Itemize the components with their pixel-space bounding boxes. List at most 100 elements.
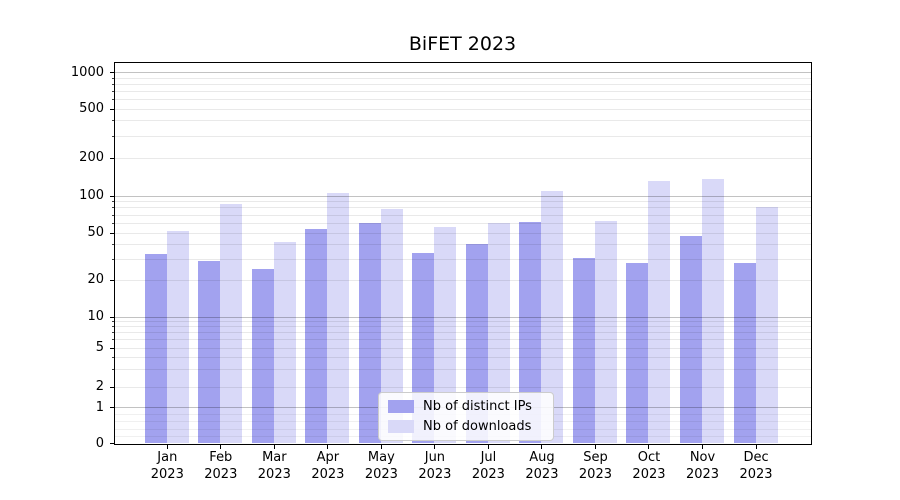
y-tick-minor-50: [112, 232, 115, 234]
y-tick-minor-9: [112, 321, 115, 323]
y-tick-label-1000: 1000: [70, 64, 104, 80]
legend: Nb of distinct IPs Nb of downloads: [378, 392, 554, 441]
x-tick-label-feb: Feb 2023: [204, 450, 238, 482]
y-tick-100: [110, 195, 115, 197]
x-tick-label-sep: Sep 2023: [578, 450, 612, 482]
gridline-y-major-1000: [114, 72, 811, 73]
y-tick-label-100: 100: [79, 188, 104, 203]
x-tick-label-oct: Oct 2023: [632, 450, 666, 482]
y-tick-label-10: 10: [87, 309, 104, 324]
x-tick-label-jan: Jan 2023: [150, 450, 184, 482]
legend-item-downloads: Nb of downloads: [388, 419, 544, 434]
x-tick-label-nov: Nov 2023: [685, 450, 720, 482]
bar-distinct-ips-apr: [305, 228, 328, 444]
x-tick-sep: [594, 444, 596, 449]
gridline-y-300: [114, 135, 811, 137]
y-tick-minor-7: [112, 332, 115, 334]
x-tick-label-aug: Aug 2023: [525, 450, 559, 482]
gridline-y-700: [114, 90, 811, 92]
gridline-y-500: [114, 108, 811, 110]
bar-downloads-nov: [702, 179, 724, 444]
legend-swatch-distinct-ips: [388, 400, 414, 413]
y-tick-minor-600: [112, 98, 115, 100]
y-tick-minor-20: [112, 279, 115, 281]
bar-distinct-ips-aug: [519, 222, 542, 444]
y-tick-minor-8: [112, 326, 115, 328]
y-tick-label-500: 500: [79, 101, 104, 116]
x-tick-label-dec: Dec 2023: [739, 450, 773, 482]
legend-swatch-downloads: [388, 420, 414, 433]
bar-distinct-ips-sep: [572, 257, 595, 444]
bar-distinct-ips-mar: [251, 268, 274, 444]
y-tick-minor-700: [112, 90, 115, 92]
bar-downloads-oct: [648, 180, 671, 444]
y-tick-minor-800: [112, 83, 115, 85]
y-tick-minor-6: [112, 339, 115, 341]
x-tick-label-apr: Apr 2023: [311, 450, 345, 482]
legend-item-distinct-ips: Nb of distinct IPs: [388, 399, 544, 414]
bar-downloads-jul: [487, 223, 510, 444]
bar-distinct-ips-may: [358, 223, 381, 444]
x-tick-label-jun: Jun 2023: [418, 450, 452, 482]
gridline-y-200: [114, 157, 811, 159]
x-tick-oct: [648, 444, 650, 449]
y-tick-minor-4: [112, 356, 115, 358]
bar-distinct-ips-dec: [733, 262, 756, 444]
x-tick-dec: [755, 444, 757, 449]
y-tick-label-0: 0: [95, 435, 104, 451]
x-tick-mar: [273, 444, 275, 449]
y-tick-minor-70: [112, 214, 115, 216]
x-tick-jun: [434, 444, 436, 449]
y-tick-minor-300: [112, 135, 115, 137]
gridline-y-600: [114, 98, 811, 100]
y-tick-minor-5: [112, 347, 115, 349]
x-tick-nov: [702, 444, 703, 449]
y-tick-label-20: 20: [87, 272, 104, 287]
y-tick-1000: [110, 72, 115, 73]
bar-downloads-aug: [541, 190, 564, 444]
bar-distinct-ips-feb: [198, 260, 221, 444]
x-tick-jan: [166, 444, 168, 449]
y-tick-label-200: 200: [79, 150, 104, 165]
y-tick-label-5: 5: [95, 340, 104, 355]
y-tick-minor-3: [112, 369, 115, 371]
y-tick-0: [110, 443, 115, 444]
bar-distinct-ips-nov: [680, 236, 702, 444]
bar-downloads-may: [380, 209, 403, 444]
x-tick-label-mar: Mar 2023: [257, 450, 291, 482]
bar-distinct-ips-oct: [626, 262, 649, 444]
legend-label-downloads: Nb of downloads: [423, 419, 532, 434]
y-tick-minor-500: [112, 108, 115, 110]
gridline-y-900: [114, 77, 811, 79]
y-tick-minor-2: [112, 386, 115, 388]
y-tick-minor-30: [112, 258, 115, 260]
x-tick-label-jul: Jul 2023: [471, 450, 505, 482]
bar-distinct-ips-jan: [144, 254, 167, 444]
bar-downloads-mar: [273, 241, 296, 444]
x-tick-jul: [487, 444, 489, 449]
bar-downloads-dec: [755, 206, 778, 444]
x-tick-label-may: May 2023: [364, 450, 398, 482]
x-tick-feb: [220, 444, 222, 449]
legend-label-distinct-ips: Nb of distinct IPs: [423, 399, 532, 414]
y-tick-10: [110, 316, 115, 318]
bar-downloads-jan: [166, 230, 189, 444]
y-tick-minor-400: [112, 120, 115, 122]
y-tick-1: [110, 407, 115, 408]
bar-downloads-sep: [594, 220, 617, 444]
y-tick-label-50: 50: [87, 225, 104, 240]
y-tick-minor-200: [112, 157, 115, 159]
bar-downloads-jun: [434, 226, 457, 444]
y-tick-minor-900: [112, 77, 115, 79]
x-tick-aug: [541, 444, 543, 449]
x-tick-apr: [327, 444, 329, 449]
gridline-y-800: [114, 83, 811, 85]
y-tick-label-2: 2: [95, 379, 104, 394]
gridline-y-400: [114, 120, 811, 122]
y-tick-minor-40: [112, 243, 115, 245]
bar-downloads-apr: [327, 192, 350, 444]
chart-title: BiFET 2023: [408, 33, 517, 55]
y-tick-label-1: 1: [95, 399, 104, 415]
y-tick-minor-80: [112, 207, 115, 209]
